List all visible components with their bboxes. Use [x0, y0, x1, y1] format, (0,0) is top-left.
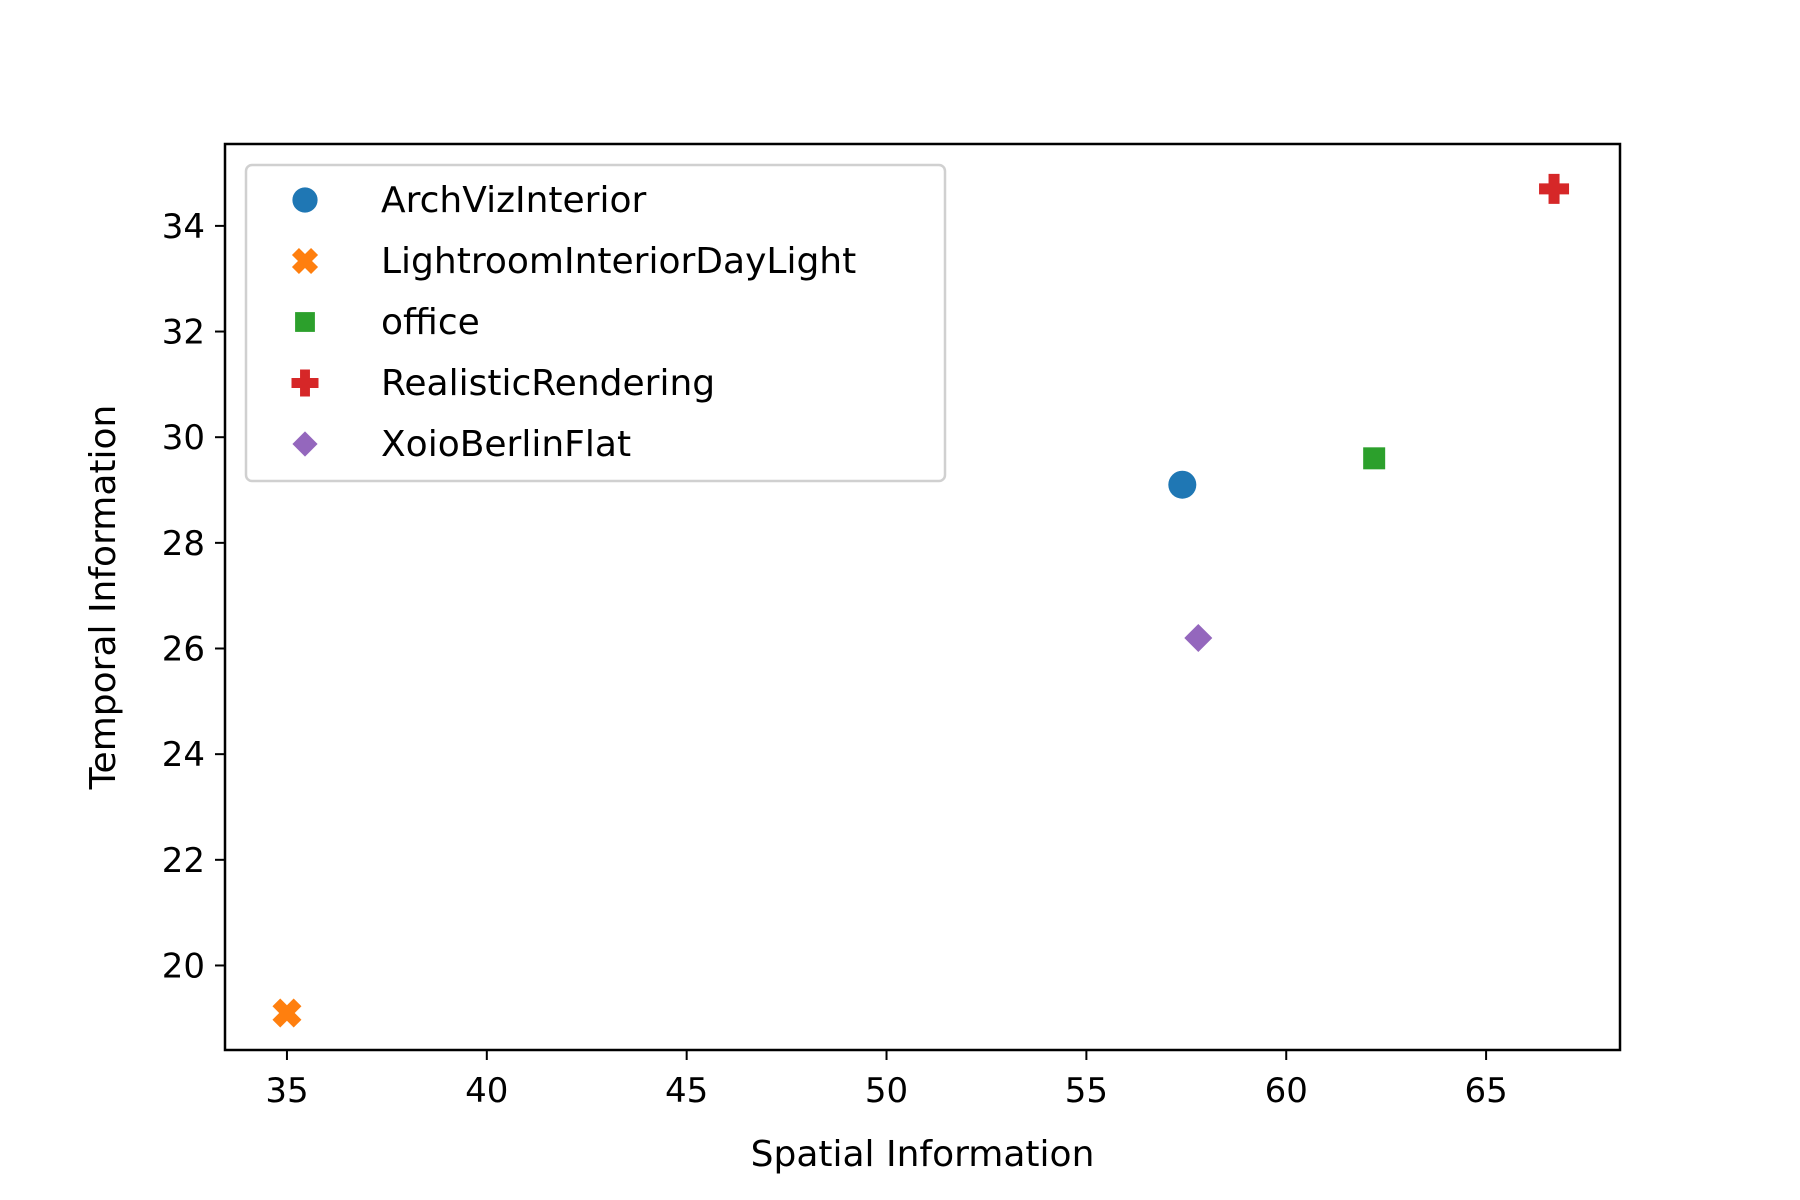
y-tick-label: 24: [162, 735, 205, 775]
x-axis-title: Spatial Information: [751, 1134, 1095, 1175]
data-point: [1168, 470, 1197, 499]
legend: ArchVizInterior LightroomInteriorDayLight…: [244, 163, 947, 483]
data-point: [1539, 173, 1570, 204]
data-point: [1363, 447, 1386, 470]
legend-label: office: [381, 302, 480, 343]
legend-marker: [292, 187, 318, 213]
y-tick-label: 32: [162, 313, 205, 353]
y-tick-label: 30: [162, 418, 205, 458]
x-tick-label: 65: [1464, 1071, 1507, 1111]
legend-marker: [291, 247, 319, 275]
x-tick-label: 50: [865, 1071, 908, 1111]
legend-label: XoioBerlinFlat: [381, 424, 631, 465]
legend-marker: [295, 312, 315, 332]
data-point: [272, 998, 302, 1028]
y-tick-label: 28: [162, 524, 205, 564]
x-tick-label: 40: [465, 1071, 508, 1111]
legend-label: LightroomInteriorDayLight: [381, 241, 856, 282]
y-tick-label: 34: [162, 207, 205, 247]
x-tick-label: 55: [1065, 1071, 1108, 1111]
data-points: [272, 173, 1570, 1028]
data-point: [1184, 623, 1213, 652]
y-tick-label: 20: [162, 946, 205, 986]
y-tick-label: 26: [162, 630, 205, 670]
legend-marker: [291, 369, 319, 397]
plot-frame: [223, 142, 1622, 1052]
y-tick-label: 22: [162, 841, 205, 881]
legend-label: RealisticRendering: [381, 363, 715, 404]
legend-label: ArchVizInterior: [381, 180, 647, 221]
x-tick-label: 60: [1265, 1071, 1308, 1111]
y-axis-title: Temporal Information: [83, 405, 124, 791]
x-tick-label: 45: [665, 1071, 708, 1111]
legend-marker: [292, 431, 318, 457]
x-tick-label: 35: [265, 1071, 308, 1111]
axis-ticks: 35 40 45 50 55 60 65 20 22 24 26 28 30 32 34: [162, 207, 1508, 1111]
legend-box: [244, 163, 947, 483]
